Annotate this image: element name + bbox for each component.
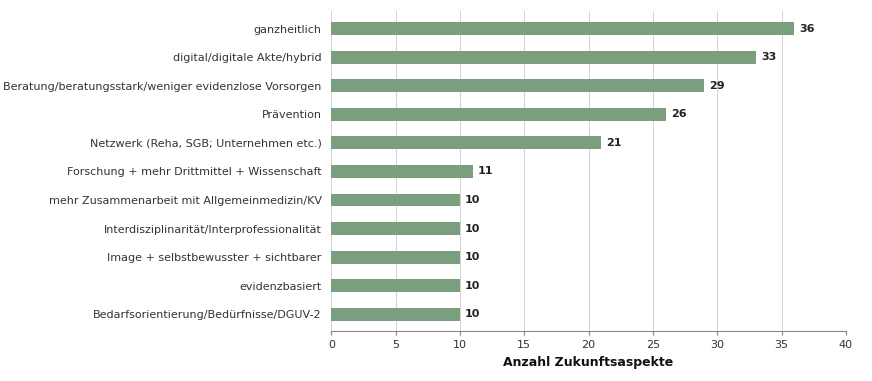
Bar <box>331 279 460 292</box>
Bar <box>331 79 705 92</box>
Bar <box>331 251 460 264</box>
Text: 33: 33 <box>761 52 776 62</box>
Bar <box>331 51 756 64</box>
Bar <box>331 222 460 235</box>
Text: 21: 21 <box>607 138 622 148</box>
Text: 10: 10 <box>465 224 480 234</box>
Text: 10: 10 <box>465 281 480 291</box>
Bar <box>331 108 666 121</box>
Text: 10: 10 <box>465 252 480 262</box>
Bar <box>331 194 460 207</box>
Text: 10: 10 <box>465 309 480 319</box>
Bar <box>331 22 794 35</box>
Text: 11: 11 <box>478 166 494 176</box>
Text: 29: 29 <box>710 81 726 91</box>
Bar <box>331 165 473 178</box>
Text: 10: 10 <box>465 195 480 205</box>
Bar <box>331 136 602 149</box>
Text: 36: 36 <box>800 24 815 34</box>
Text: 26: 26 <box>671 109 686 119</box>
X-axis label: Anzahl Zukunftsaspekte: Anzahl Zukunftsaspekte <box>503 356 674 369</box>
Bar <box>331 308 460 321</box>
